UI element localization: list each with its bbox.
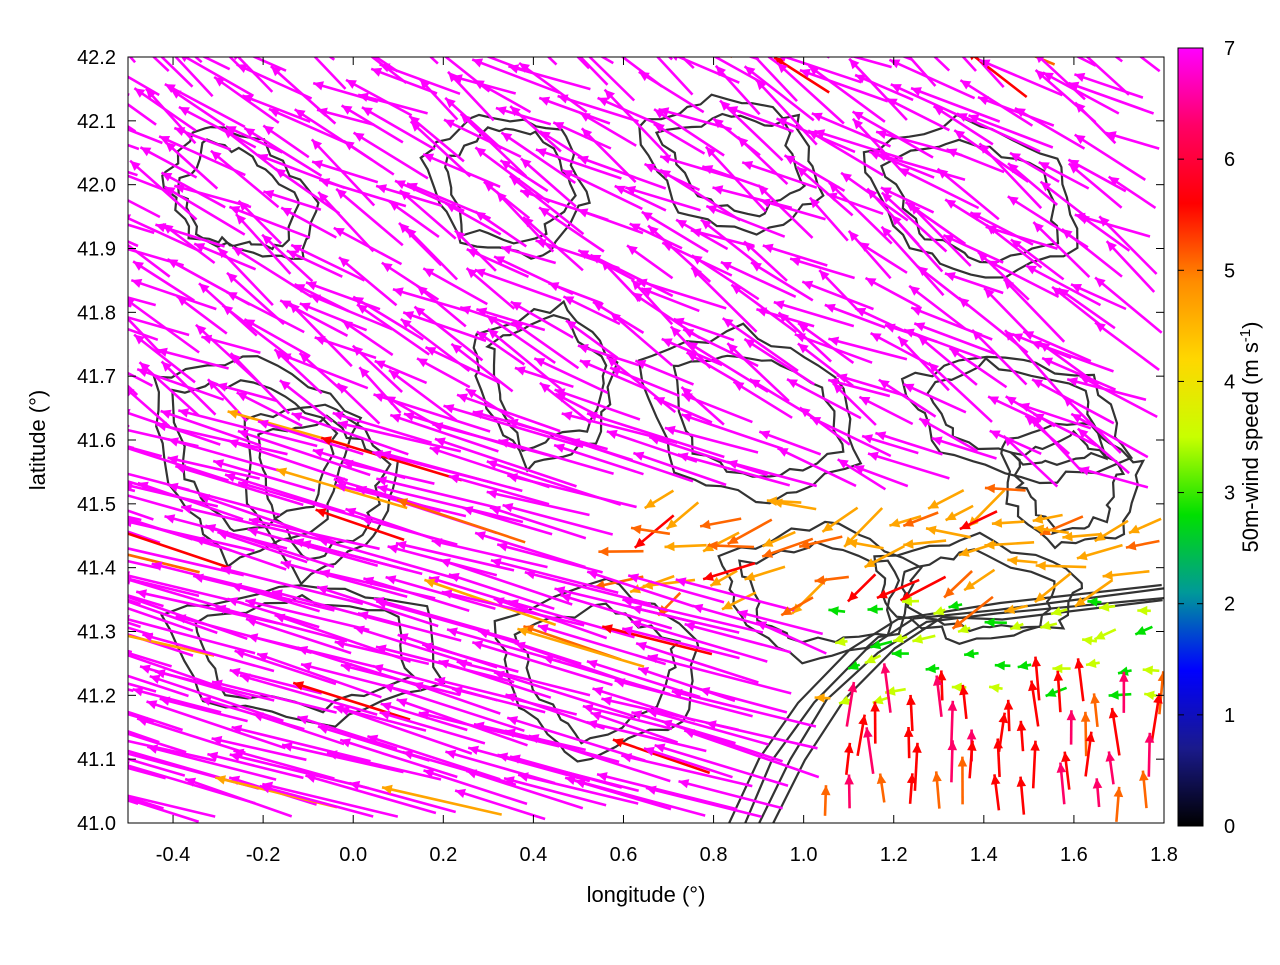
- x-tick-label: 0.2: [429, 844, 457, 866]
- y-tick-label: 41.5: [77, 494, 116, 516]
- colorbar-tick-label: 3: [1224, 483, 1235, 505]
- x-tick-label: 0.8: [700, 844, 728, 866]
- colorbar-tick-label: 0: [1224, 816, 1235, 838]
- y-tick-label: 41.7: [77, 366, 116, 388]
- y-tick-label: 41.8: [77, 302, 116, 324]
- x-axis-label: longitude (°): [587, 882, 706, 907]
- x-tick-label: 1.8: [1150, 844, 1178, 866]
- y-tick-label: 42.2: [77, 47, 116, 69]
- x-tick-label: 1.4: [970, 844, 998, 866]
- x-tick-label: 1.2: [880, 844, 908, 866]
- colorbar-tick-label: 6: [1224, 149, 1235, 171]
- x-tick-label: -0.4: [156, 844, 190, 866]
- colorbar-tick-label: 4: [1224, 371, 1235, 393]
- colorbar-label: 50m-wind speed (m s-1): [1237, 322, 1263, 553]
- colorbar-label-main: 50m-wind speed (m s: [1238, 342, 1263, 552]
- y-tick-label: 41.3: [77, 622, 116, 644]
- colorbar-label-end: ): [1238, 322, 1263, 329]
- x-tick-label: 0.4: [519, 844, 547, 866]
- x-tick-label: 0.6: [610, 844, 638, 866]
- colorbar-label-sup: -1: [1237, 329, 1254, 342]
- colorbar-tick-label: 5: [1224, 260, 1235, 282]
- y-tick-label: 42.0: [77, 175, 116, 197]
- colorbar-tick-label: 7: [1224, 38, 1235, 60]
- x-tick-label: 0.0: [339, 844, 367, 866]
- colorbar-tick-label: 2: [1224, 594, 1235, 616]
- y-tick-label: 41.0: [77, 813, 116, 835]
- y-axis-label: latitude (°): [25, 390, 50, 491]
- colorbar-tick-label: 1: [1224, 705, 1235, 727]
- y-tick-label: 42.1: [77, 111, 116, 133]
- x-tick-label: -0.2: [246, 844, 280, 866]
- y-tick-label: 41.1: [77, 749, 116, 771]
- colorbar: [1178, 48, 1203, 826]
- y-tick-label: 41.2: [77, 685, 116, 707]
- y-tick-label: 41.4: [77, 558, 116, 580]
- y-tick-label: 41.9: [77, 239, 116, 261]
- x-tick-label: 1.0: [790, 844, 818, 866]
- y-tick-label: 41.6: [77, 430, 116, 452]
- x-tick-label: 1.6: [1060, 844, 1088, 866]
